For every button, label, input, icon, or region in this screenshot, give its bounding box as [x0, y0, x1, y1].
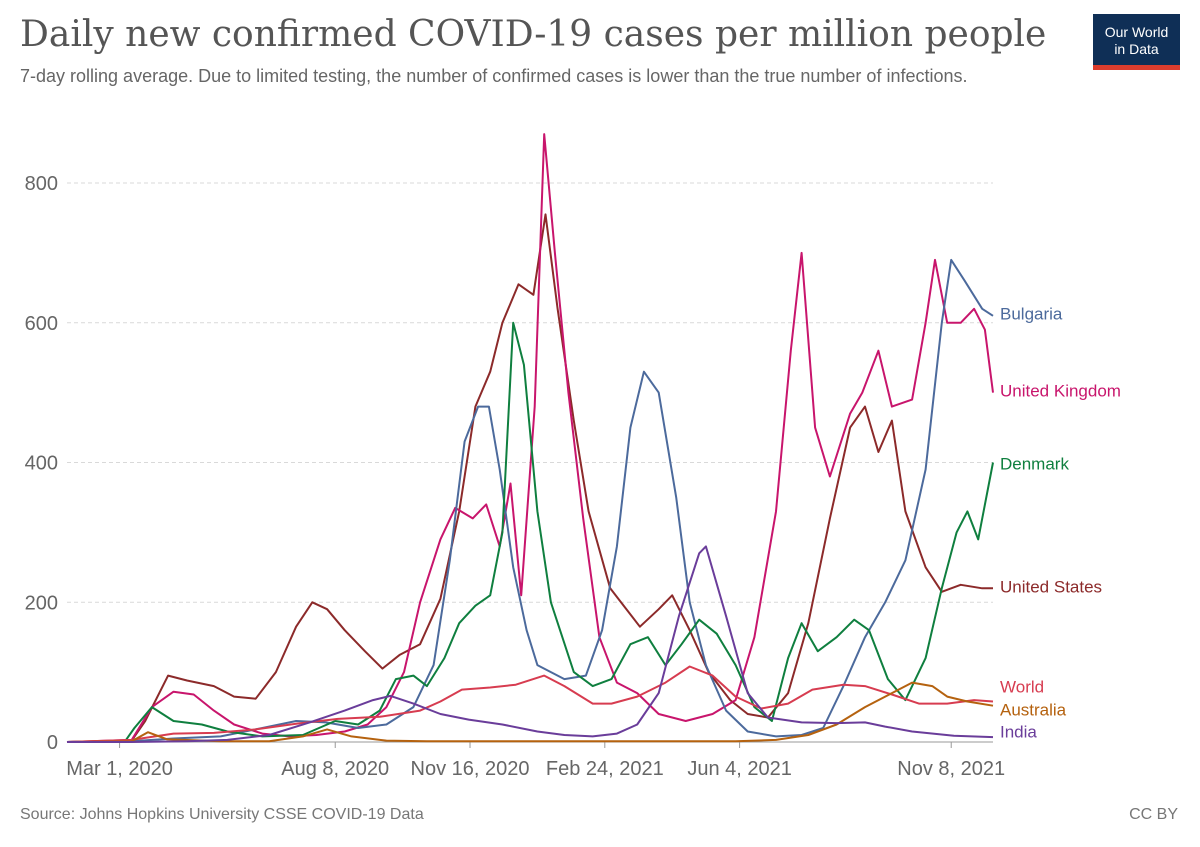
x-tick-label: Nov 8, 2021 [897, 758, 1005, 780]
x-tick-label: Mar 1, 2020 [66, 758, 173, 780]
series-label-united-states[interactable]: United States [1000, 577, 1102, 596]
series-line-bulgaria[interactable] [66, 258, 994, 743]
series-line-india[interactable] [67, 545, 994, 743]
y-axis-ticks: 0 200 400 600 800 [25, 173, 58, 754]
y-tick-label: 600 [25, 313, 58, 335]
series-label-bulgaria[interactable]: Bulgaria [1000, 304, 1063, 323]
owid-logo[interactable]: Our World in Data [1093, 14, 1180, 70]
x-tick-label: Feb 24, 2021 [546, 758, 664, 780]
source-note[interactable]: Source: Johns Hopkins University CSSE CO… [20, 806, 424, 823]
series-line-world[interactable] [66, 665, 994, 743]
series-label-united-kingdom[interactable]: United Kingdom [1000, 381, 1121, 400]
x-tick-label: Jun 4, 2021 [687, 758, 792, 780]
logo-line-2: in Data [1114, 41, 1159, 57]
series-labels: United States United Kingdom Bulgaria Denma… [1000, 304, 1121, 741]
chart-subtitle: 7-day rolling average. Due to limited te… [20, 66, 968, 86]
series-label-australia[interactable]: Australia [1000, 700, 1067, 719]
y-tick-label: 800 [25, 173, 58, 195]
logo-line-1: Our World [1104, 24, 1169, 40]
series-label-world[interactable]: World [1000, 677, 1044, 696]
chart-title: Daily new confirmed COVID-19 cases per m… [20, 14, 1047, 55]
x-tick-label: Aug 8, 2020 [281, 758, 389, 780]
series-line-united-states[interactable] [66, 213, 993, 743]
y-tick-label: 400 [25, 453, 58, 475]
series-lines [66, 133, 994, 743]
license-note[interactable]: CC BY [1129, 806, 1178, 823]
grid-lines [67, 182, 993, 603]
y-tick-label: 0 [47, 732, 58, 754]
y-tick-label: 200 [25, 592, 58, 614]
logo-accent-bar [1093, 65, 1180, 70]
x-axis: Mar 1, 2020 Aug 8, 2020 Nov 16, 2020 Feb 24… [66, 741, 1005, 780]
x-tick-label: Nov 16, 2020 [411, 758, 530, 780]
series-line-denmark[interactable] [66, 321, 994, 743]
series-label-india[interactable]: India [1000, 722, 1037, 741]
series-label-denmark[interactable]: Denmark [1000, 454, 1069, 473]
